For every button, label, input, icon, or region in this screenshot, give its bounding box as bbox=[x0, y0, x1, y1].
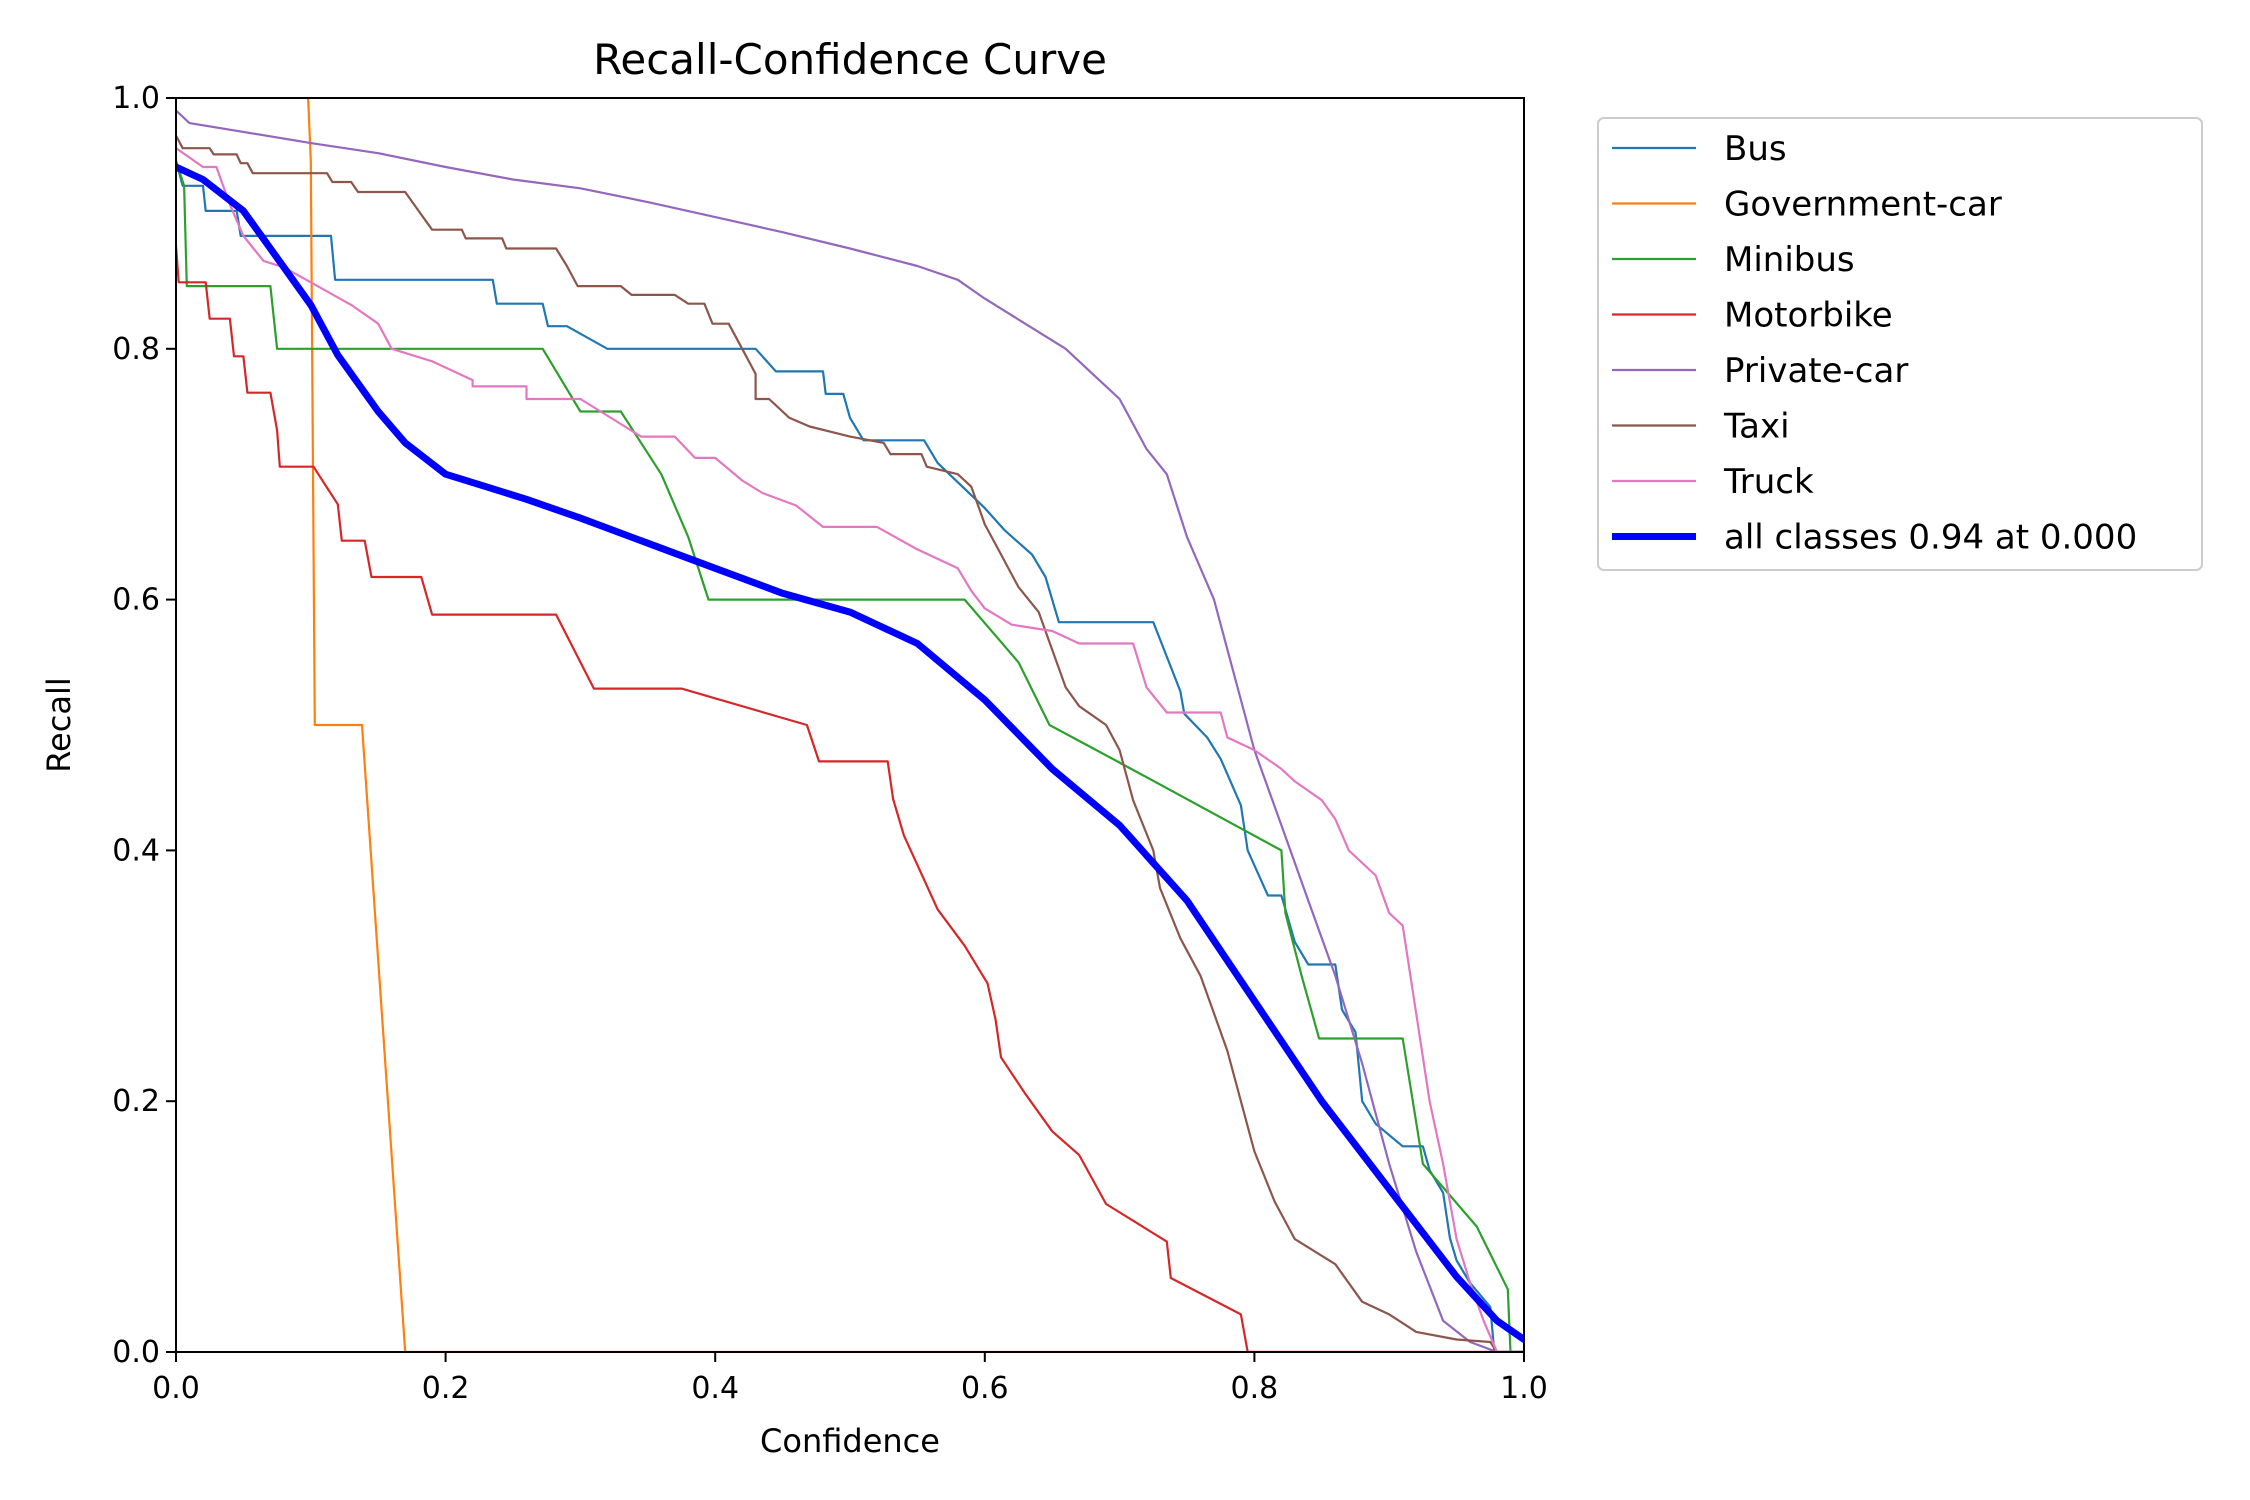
legend-label-2: Minibus bbox=[1724, 240, 1855, 280]
legend-label-5: Taxi bbox=[1723, 407, 1790, 447]
series-line-6 bbox=[176, 147, 1524, 1352]
legend-label-4: Private-car bbox=[1724, 351, 1908, 391]
legend-frame bbox=[1597, 117, 2203, 571]
series-line-7 bbox=[176, 163, 1524, 1343]
y-tick-label: 0.4 bbox=[112, 833, 160, 868]
y-tick-label: 0.6 bbox=[112, 583, 160, 618]
y-axis-label: Recall bbox=[40, 677, 78, 772]
legend-label-6: Truck bbox=[1723, 462, 1814, 502]
chart-title: Recall-Confidence Curve bbox=[593, 35, 1107, 84]
x-tick-label: 0.8 bbox=[1231, 1371, 1279, 1406]
legend: Bus Government-car Minibus Motorbike Private… bbox=[1597, 117, 2203, 571]
legend-label-7: all classes 0.94 at 0.000 bbox=[1724, 518, 2137, 558]
legend-label-0: Bus bbox=[1724, 129, 1787, 169]
x-tick-label: 0.0 bbox=[152, 1371, 200, 1406]
x-tick-label: 0.2 bbox=[422, 1371, 470, 1406]
legend-label-3: Motorbike bbox=[1724, 296, 1893, 336]
x-tick-label: 0.4 bbox=[691, 1371, 739, 1406]
series-line-3 bbox=[176, 244, 1524, 1352]
x-tick-label: 0.6 bbox=[961, 1371, 1009, 1406]
y-tick-label: 1.0 bbox=[112, 81, 160, 116]
series-line-5 bbox=[176, 134, 1524, 1352]
series-line-1 bbox=[307, 98, 1524, 1352]
series-line-0 bbox=[176, 159, 1524, 1352]
x-axis-label: Confidence bbox=[760, 1422, 940, 1460]
y-tick-label: 0.8 bbox=[112, 332, 160, 367]
ticks-layer: 0.0 0.2 0.4 0.6 0.8 1.0 0.0 0.2 0.4 0.6 0.8 1.0 bbox=[112, 81, 1548, 1406]
y-tick-label: 0.2 bbox=[112, 1084, 160, 1119]
legend-label-1: Government-car bbox=[1724, 185, 2002, 225]
x-tick-label: 1.0 bbox=[1500, 1371, 1548, 1406]
series-layer bbox=[176, 98, 1524, 1352]
plot-frame bbox=[175, 97, 1525, 1353]
series-line-4 bbox=[176, 109, 1524, 1352]
y-tick-label: 0.0 bbox=[112, 1335, 160, 1370]
series-line-2 bbox=[176, 159, 1524, 1352]
